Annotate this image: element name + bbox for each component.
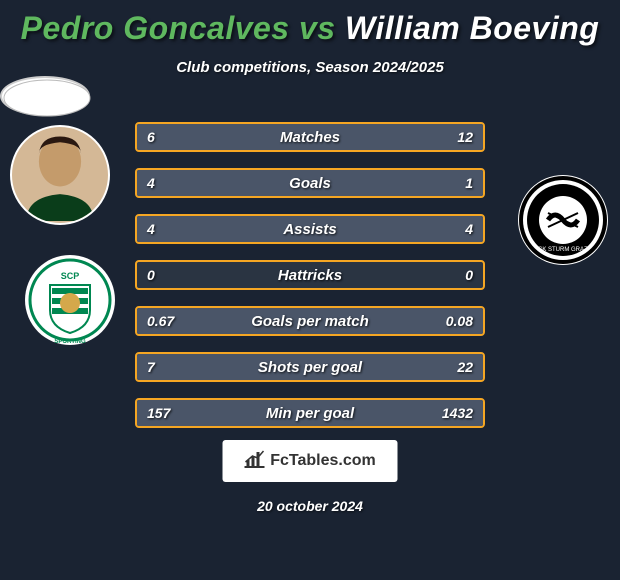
chart-icon (244, 450, 264, 473)
stat-value-left: 0 (147, 267, 155, 283)
stat-row: 4 Assists 4 (135, 214, 485, 244)
svg-text:SPORTING: SPORTING (54, 339, 86, 345)
stat-value-right: 0.08 (446, 313, 473, 329)
stat-value-right: 4 (465, 221, 473, 237)
comparison-card: Pedro Goncalves vs William Boeving Club … (0, 0, 620, 580)
stat-row: 0.67 Goals per match 0.08 (135, 306, 485, 336)
branding-badge: FcTables.com (223, 440, 398, 482)
stat-label: Goals (289, 175, 331, 192)
subtitle: Club competitions, Season 2024/2025 (0, 59, 620, 76)
page-title: Pedro Goncalves vs William Boeving (0, 0, 620, 47)
player2-name: William Boeving (345, 10, 599, 46)
stat-value-right: 22 (457, 359, 473, 375)
stat-label: Assists (283, 221, 336, 238)
stat-value-left: 6 (147, 129, 155, 145)
player1-silhouette (12, 127, 108, 223)
stat-value-left: 4 (147, 221, 155, 237)
stat-value-right: 1432 (442, 405, 473, 421)
stat-label: Goals per match (251, 313, 369, 330)
stat-row: 157 Min per goal 1432 (135, 398, 485, 428)
stat-row: 4 Goals 1 (135, 168, 485, 198)
stat-value-right: 1 (465, 175, 473, 191)
stat-value-right: 12 (457, 129, 473, 145)
stat-row: 0 Hattricks 0 (135, 260, 485, 290)
vs-text: vs (299, 10, 336, 46)
svg-text:SK STURM GRAZ: SK STURM GRAZ (538, 247, 588, 253)
svg-text:SCP: SCP (61, 271, 80, 281)
player1-name: Pedro Goncalves (21, 10, 290, 46)
stat-label: Min per goal (266, 405, 354, 422)
branding-text: FcTables.com (270, 452, 376, 470)
player1-photo (10, 125, 110, 225)
stat-value-left: 7 (147, 359, 155, 375)
stat-label: Matches (280, 129, 340, 146)
stat-label: Hattricks (278, 267, 342, 284)
stat-value-left: 0.67 (147, 313, 174, 329)
player1-club-badge: SCP SPORTING (25, 255, 115, 345)
stat-row: 6 Matches 12 (135, 122, 485, 152)
date-text: 20 october 2024 (257, 498, 363, 514)
player2-photo (0, 76, 90, 116)
player2-club-badge: SK STURM GRAZ (518, 175, 608, 265)
stat-label: Shots per goal (258, 359, 362, 376)
stat-value-right: 0 (465, 267, 473, 283)
stats-area: 6 Matches 12 4 Goals 1 4 Assists 4 0 Hattricks 0 0.6… (135, 122, 485, 444)
stat-value-left: 157 (147, 405, 170, 421)
bar-left (137, 170, 414, 196)
stat-value-left: 4 (147, 175, 155, 191)
stat-row: 7 Shots per goal 22 (135, 352, 485, 382)
